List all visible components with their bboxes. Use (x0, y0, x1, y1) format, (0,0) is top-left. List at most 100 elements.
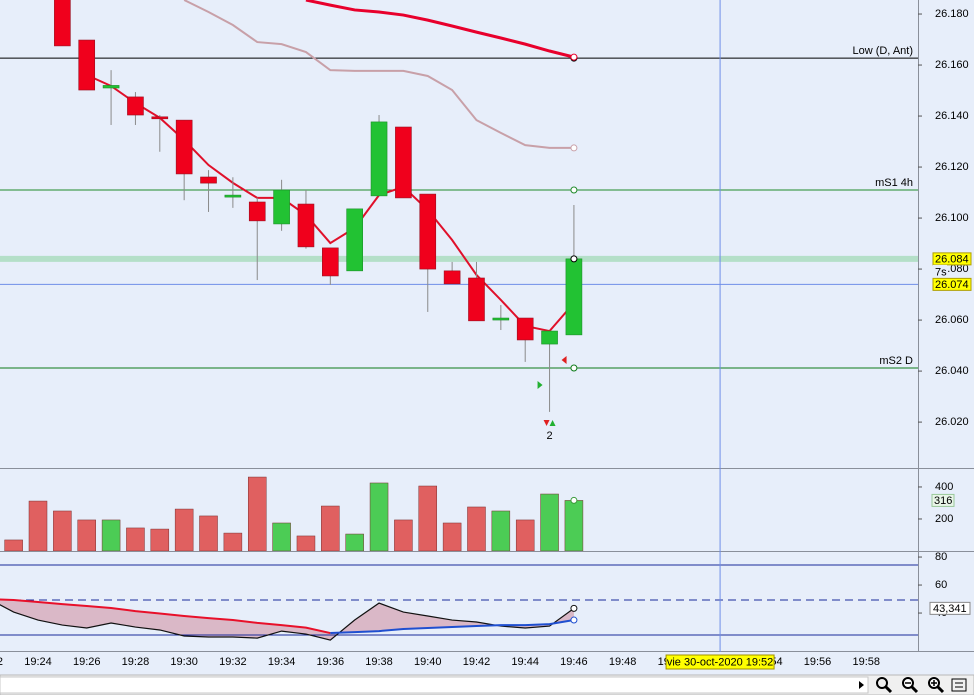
y-tick-label: 80 (935, 551, 947, 563)
y-tick-label: 26.060 (935, 314, 969, 326)
zoom-in[interactable] (928, 677, 945, 694)
x-tick-label: 19:44 (511, 656, 539, 668)
x-tick-label: 19:58 (852, 656, 880, 668)
zoom-out[interactable] (902, 677, 919, 694)
volume-bar (540, 493, 559, 551)
candle-body (151, 116, 169, 120)
time-axis: 19:22 19:24 19:26 19:28 19:30 19:32 19:34 19:36… (0, 654, 880, 670)
background (0, 0, 974, 675)
x-tick-label: 19:26 (73, 656, 101, 668)
candle-body (346, 208, 363, 272)
timer: 7s (935, 267, 947, 279)
candle-body (200, 176, 217, 184)
settings[interactable] (951, 678, 967, 692)
volume-bar (394, 519, 413, 551)
price-tag-label: 26.074 (935, 279, 969, 291)
price-panel: Low (D, Ant) mS1 4h mS2 D 2 (0, 0, 918, 442)
volume-bar (77, 519, 96, 551)
price-tag (932, 277, 972, 291)
cursor-tag (665, 654, 775, 670)
volume-bar (4, 539, 23, 551)
y-tick-label: 26.180 (935, 8, 969, 20)
level-label: mS2 D (879, 355, 913, 367)
volume-bar (101, 519, 121, 551)
y-tick-label: 26.160 (935, 59, 969, 71)
overlay-end (570, 144, 578, 152)
volume-bar (296, 535, 316, 551)
volume-bar (564, 500, 584, 551)
candle-body (468, 277, 485, 322)
candle-body (127, 96, 144, 116)
volume-bar (442, 522, 462, 551)
overlay-line (86, 74, 575, 333)
x-tick-label: 19:34 (268, 656, 296, 668)
x-tick-label: 19:32 (219, 656, 247, 668)
x-tick-label: 19:42 (463, 656, 491, 668)
y-tick-label: 26.020 (935, 416, 969, 428)
candle-body (541, 330, 558, 345)
candle-body (565, 258, 583, 336)
close-dot (570, 255, 578, 263)
zoom-fit[interactable] (876, 677, 893, 694)
bar-end (570, 496, 578, 504)
candle-body (102, 85, 120, 89)
overlay-line (183, 0, 574, 149)
x-tick-label: 19:24 (24, 656, 52, 668)
timer-bg (933, 264, 947, 274)
candle-body (273, 189, 290, 225)
candle-body (248, 201, 266, 222)
y-tick-label: 400 (935, 481, 953, 493)
volume-bar (150, 528, 170, 551)
volume-bar (321, 505, 340, 551)
level-label: Low (D, Ant) (852, 45, 913, 57)
x-tick-label: 19:22 (0, 656, 3, 668)
volume-bar (345, 533, 364, 551)
candle-body (224, 194, 242, 198)
price-axis: 26.18026.16026.14026.12026.10026.08026.0… (918, 8, 972, 619)
value-tag (929, 601, 971, 615)
price-tag (932, 252, 972, 266)
candle-body (419, 193, 437, 270)
scroll-arrow[interactable] (859, 681, 864, 689)
line-end (570, 616, 578, 624)
level-label: mS1 4h (875, 177, 913, 189)
signal-up (549, 420, 556, 426)
scrollbar[interactable] (0, 676, 869, 694)
volume-panel (4, 476, 584, 551)
osc-line (0, 598, 331, 635)
volume-bar (174, 508, 194, 551)
value-tag-label: 43,341 (933, 603, 967, 615)
candle-body (78, 39, 96, 91)
oscillator-panel (0, 564, 918, 641)
volume-bar (491, 510, 511, 551)
level-end (570, 364, 578, 372)
y-tick-label: 26.120 (935, 161, 969, 173)
osc-line (330, 619, 575, 635)
volume-bar (126, 527, 145, 551)
x-tick-label: 19:30 (170, 656, 198, 668)
overlay-line (305, 0, 575, 59)
signal-right (537, 381, 543, 389)
candle-body (297, 203, 315, 248)
y-tick-label: 26.100 (935, 212, 969, 224)
volume-bar (247, 476, 267, 551)
candle-body (175, 119, 193, 175)
x-tick-label: 19:28 (122, 656, 150, 668)
volume-bar (223, 532, 243, 551)
x-tick-label: 19:46 (560, 656, 588, 668)
osc-line (0, 602, 575, 641)
toolbar (0, 674, 974, 695)
volume-bar (272, 522, 291, 551)
price-tag-label: 26.084 (935, 253, 969, 265)
volume-bar (53, 510, 72, 551)
x-tick-label: 19:48 (609, 656, 637, 668)
value-tag-label: 316 (934, 495, 952, 507)
x-tick-label: 19:40 (414, 656, 442, 668)
candle-body (492, 317, 510, 321)
x-tick-label: 19:36 (317, 656, 345, 668)
y-tick-label: 60 (935, 579, 947, 591)
x-tick-label: 19:38 (365, 656, 393, 668)
overlay-end (570, 53, 578, 61)
cursor-label: vie 30-oct-2020 19:52 (667, 656, 773, 668)
